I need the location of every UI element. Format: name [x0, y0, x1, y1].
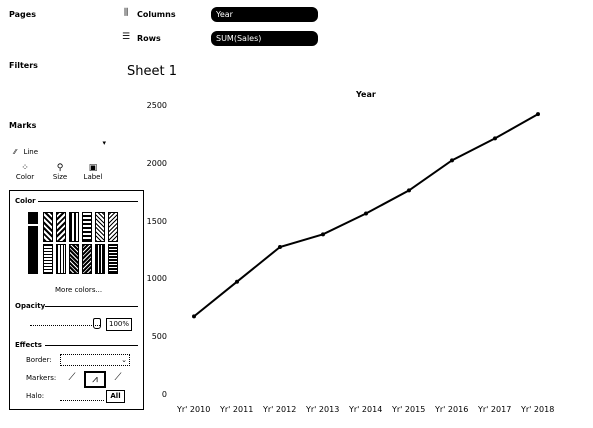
y-tick-label: 1500 — [146, 216, 167, 226]
data-point[interactable] — [493, 136, 497, 141]
more-colors-link[interactable]: More colors... — [55, 286, 103, 294]
halo-label: Halo: — [26, 392, 45, 400]
color-section-title: Color — [15, 197, 36, 205]
x-tick-label: Yr' 2011 — [220, 405, 254, 414]
label-mark-button[interactable]: ▣ Label — [81, 163, 105, 181]
opacity-slider-handle[interactable] — [93, 318, 101, 329]
color-mark-label: Color — [15, 173, 35, 181]
effects-section-title: Effects — [15, 341, 42, 349]
color-swatch[interactable] — [108, 244, 118, 274]
label-mark-label: Label — [83, 173, 103, 181]
x-tick-label: Yr' 2018 — [521, 405, 555, 414]
color-swatch[interactable] — [28, 226, 38, 274]
rows-icon: ☰ — [122, 32, 131, 42]
x-tick-label: Yr' 2013 — [306, 405, 340, 414]
opacity-section-title: Opacity — [15, 302, 46, 310]
rows-shelf-label: Rows — [137, 34, 161, 43]
data-point[interactable] — [407, 188, 411, 193]
x-tick-label: Yr' 2015 — [392, 405, 426, 414]
color-mark-button[interactable]: ⁘ Color — [13, 163, 37, 181]
y-tick-label: 2000 — [146, 158, 167, 168]
markers-none-icon[interactable]: ⟋ — [68, 372, 76, 383]
color-swatch[interactable] — [56, 244, 66, 274]
color-swatch[interactable] — [69, 212, 79, 242]
data-point[interactable] — [364, 211, 368, 216]
size-mark-label: Size — [52, 173, 68, 181]
color-swatch[interactable] — [95, 212, 105, 242]
x-tick-label: Yr' 2014 — [349, 405, 383, 414]
border-dropdown[interactable]: ⌄ — [60, 354, 130, 366]
color-dots-icon: ⁘ — [21, 163, 29, 173]
mark-type-dropdown[interactable]: ⁄⁄ Line ▾ — [14, 139, 106, 156]
mark-type-value: Line — [23, 148, 39, 156]
markers-all-icon[interactable]: ⟋ — [114, 372, 122, 383]
chevron-down-icon: ⌄ — [121, 356, 127, 364]
y-tick-label: 0 — [161, 390, 167, 399]
x-tick-label: Yr' 2016 — [435, 405, 469, 414]
opacity-section-divider — [45, 306, 138, 307]
border-label: Border: — [26, 356, 52, 364]
opacity-value-field[interactable]: 100% — [106, 318, 132, 331]
effects-section-divider — [45, 345, 138, 346]
size-icon: ⚲ — [56, 163, 64, 173]
rows-pill-sum-sales[interactable]: SUM(Sales) — [211, 31, 318, 46]
all-button[interactable]: All — [106, 390, 125, 403]
line-mark-icon: ⁄⁄ — [14, 148, 17, 156]
data-point[interactable] — [321, 232, 325, 237]
sheet-title: Sheet 1 — [127, 64, 177, 79]
y-tick-label: 1000 — [146, 274, 167, 284]
markers-selected-icon[interactable]: ⩘ — [84, 371, 106, 388]
color-swatch[interactable] — [28, 212, 38, 224]
color-swatch[interactable] — [56, 212, 66, 242]
chart-title: Year — [356, 90, 376, 99]
chevron-down-icon: ▾ — [102, 139, 106, 147]
columns-shelf-label: Columns — [137, 10, 176, 19]
y-tick-label: 2500 — [146, 101, 167, 110]
columns-icon: ⫼ — [124, 8, 129, 18]
color-section-divider — [38, 201, 138, 202]
color-swatch[interactable] — [108, 212, 118, 242]
marks-card-title: Marks — [9, 121, 37, 130]
color-swatch[interactable] — [43, 244, 53, 274]
x-tick-label: Yr' 2017 — [478, 405, 512, 414]
data-point[interactable] — [235, 279, 239, 284]
color-popup-panel: Color More colors... Opacity 100% Effect… — [9, 190, 144, 410]
color-swatch[interactable] — [95, 244, 105, 274]
x-tick-label: Yr' 2012 — [263, 405, 297, 414]
data-point[interactable] — [192, 314, 196, 319]
halo-dropdown[interactable] — [60, 390, 104, 401]
data-point[interactable] — [536, 112, 540, 117]
series-points — [192, 112, 540, 319]
opacity-slider-track[interactable] — [30, 321, 100, 326]
data-point[interactable] — [278, 245, 282, 250]
data-point[interactable] — [450, 158, 454, 163]
filters-shelf-label: Filters — [9, 61, 38, 70]
color-swatch[interactable] — [82, 212, 92, 242]
color-swatch[interactable] — [69, 244, 79, 274]
y-tick-label: 500 — [151, 332, 167, 342]
label-icon: ▣ — [88, 163, 98, 173]
color-swatch[interactable] — [43, 212, 53, 242]
markers-label: Markers: — [26, 374, 57, 382]
pages-shelf-label: Pages — [9, 10, 36, 19]
size-mark-button[interactable]: ⚲ Size — [48, 163, 72, 181]
columns-pill-year[interactable]: Year — [211, 7, 318, 22]
x-tick-label: Yr' 2010 — [177, 405, 211, 414]
color-swatch[interactable] — [82, 244, 92, 274]
